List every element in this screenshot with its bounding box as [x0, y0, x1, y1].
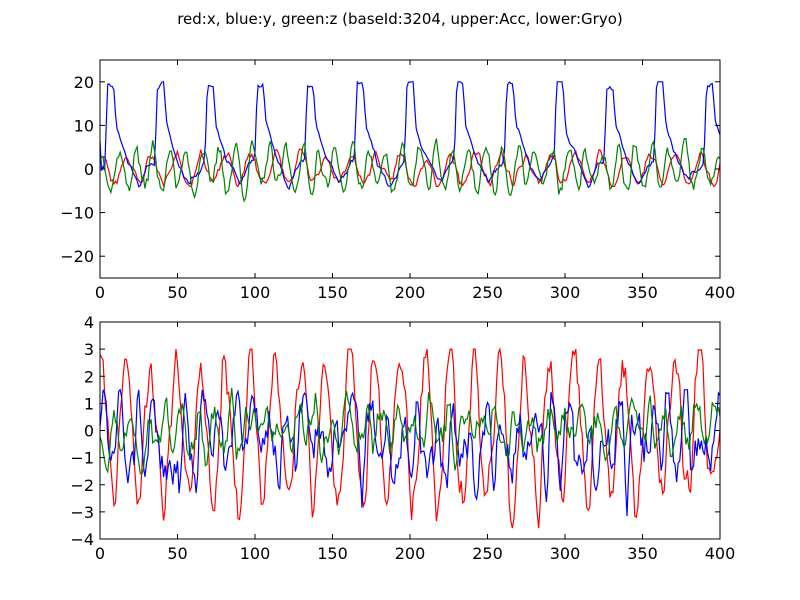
y-tick-label: 2: [84, 367, 94, 386]
x-tick-label: 200: [395, 283, 426, 302]
x-tick-label: 150: [317, 544, 348, 563]
upper-axes-acc: 0 50 100 150 200 250 300 350 400 −20 −10 0 10 20: [60, 59, 736, 302]
x-tick-label: 100: [240, 283, 271, 302]
y-tick-label: 0: [84, 160, 94, 179]
x-tick-label: 400: [705, 544, 736, 563]
y-tick-label: −3: [70, 503, 94, 522]
x-tick-label: 400: [705, 283, 736, 302]
x-tick-label: 300: [550, 544, 581, 563]
plot-lines: [100, 80, 720, 203]
axes-frame: [99, 59, 721, 279]
y-tick-label: 20: [74, 73, 94, 92]
x-tick-label: 100: [240, 544, 271, 563]
y-tick-label: 0: [84, 422, 94, 441]
y-series-blue: [100, 80, 720, 191]
y-tick-label: −4: [70, 530, 94, 549]
z-series-green: [100, 137, 720, 203]
x-tick-label: 250: [472, 544, 503, 563]
x-tick-label: 350: [627, 283, 658, 302]
lower-axes-gyro: 0 50 100 150 200 250 300 350 400 −4 −3 −2 −1 0 1 2 3 4: [70, 313, 735, 563]
x-tick-label: 150: [317, 283, 348, 302]
x-tick-label: 50: [167, 544, 187, 563]
x-tick-label: 250: [472, 283, 503, 302]
y-tick-label: −2: [70, 476, 94, 495]
x-series-red: [100, 346, 720, 529]
y-tick-label: −20: [60, 247, 94, 266]
x-series-red: [100, 148, 720, 188]
x-tick-label: 0: [95, 283, 105, 302]
y-tick-label: −10: [60, 204, 94, 223]
z-series-green: [100, 387, 720, 475]
y-tick-label: 4: [84, 313, 94, 332]
x-tick-label: 300: [550, 283, 581, 302]
x-tick-label: 350: [627, 544, 658, 563]
y-tick-label: 10: [74, 116, 94, 135]
x-tick-label: 0: [95, 544, 105, 563]
figure-title: red:x, blue:y, green:z (baseId:3204, upp…: [177, 10, 623, 28]
plot-lines: [100, 346, 720, 529]
y-tick-label: 3: [84, 340, 94, 359]
x-tick-label: 200: [395, 544, 426, 563]
y-tick-label: −1: [70, 449, 94, 468]
x-tick-label: 50: [167, 283, 187, 302]
y-tick-label: 1: [84, 394, 94, 413]
